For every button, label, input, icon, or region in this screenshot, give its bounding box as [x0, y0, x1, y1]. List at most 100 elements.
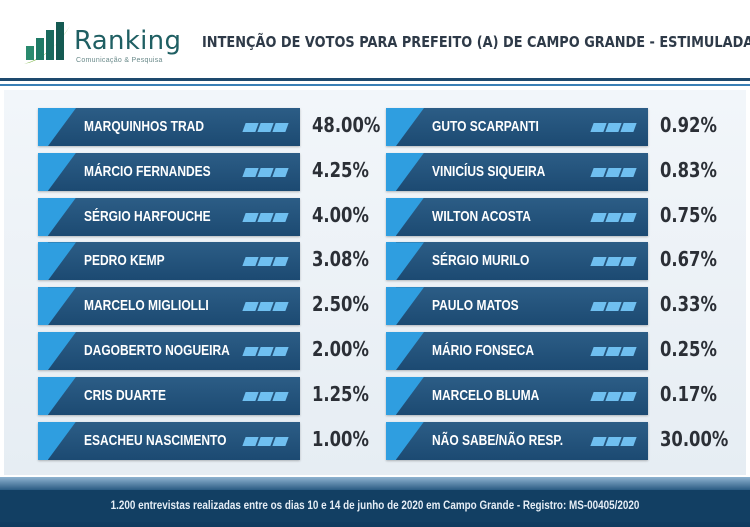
- bar-accent-triangle: [396, 421, 424, 460]
- stripe-mark: [242, 123, 259, 132]
- candidate-bar: PAULO MATOS: [386, 287, 648, 326]
- vote-percentage: 0.17%: [660, 381, 717, 406]
- bar-accent: [38, 152, 48, 191]
- stripe-mark: [242, 347, 259, 356]
- stripe-mark: [257, 167, 274, 177]
- stripes-icon: [242, 167, 290, 177]
- stripe-mark: [620, 347, 637, 356]
- bar-accent-triangle: [396, 242, 424, 281]
- vote-percentage: 2.50%: [312, 292, 369, 317]
- stripe-mark: [620, 212, 637, 222]
- candidate-name: SÉRGIO HARFOUCHE: [84, 207, 211, 225]
- candidate-name: MARQUINHOS TRAD: [84, 118, 204, 135]
- bar-accent: [386, 376, 396, 415]
- bar-accent: [386, 152, 396, 191]
- stripe-mark: [620, 123, 637, 132]
- vote-percentage: 1.25%: [312, 381, 369, 406]
- bar-accent: [386, 108, 396, 146]
- candidate-bar: NÃO SABE/NÃO RESP.: [386, 421, 648, 460]
- candidate-name: CRIS DUARTE: [84, 386, 167, 404]
- stripes-icon: [242, 347, 290, 356]
- stripe-mark: [257, 347, 274, 356]
- stripe-mark: [620, 167, 637, 177]
- vote-percentage: 0.75%: [660, 202, 717, 227]
- results-panel: [4, 90, 746, 475]
- bar-accent-triangle: [396, 376, 424, 415]
- candidate-name: ESACHEU NASCIMENTO: [84, 431, 227, 449]
- candidate-bar: MÁRCIO FERNANDES: [38, 152, 300, 191]
- bar-accent: [38, 287, 48, 326]
- candidate-bar: SÉRGIO HARFOUCHE: [38, 197, 300, 236]
- candidate-name: VINICÍUS SIQUEIRA: [432, 162, 546, 180]
- stripe-mark: [590, 123, 607, 132]
- stripe-mark: [242, 167, 259, 177]
- stripe-mark: [272, 167, 289, 177]
- bar-accent: [386, 421, 396, 460]
- candidate-bar: VINICÍUS SIQUEIRA: [386, 152, 648, 191]
- stripes-icon: [590, 347, 638, 356]
- bar-accent-triangle: [396, 108, 424, 146]
- stripe-mark: [242, 391, 259, 401]
- bar-accent: [386, 197, 396, 236]
- candidate-name: WILTON ACOSTA: [432, 207, 531, 225]
- stripe-mark: [272, 212, 289, 222]
- candidate-name: DAGOBERTO NOGUEIRA: [84, 342, 230, 359]
- stripe-mark: [590, 212, 607, 222]
- candidate-bar: CRIS DUARTE: [38, 376, 300, 415]
- candidate-name: PAULO MATOS: [432, 297, 519, 315]
- logo-tagline: Comunicação & Pesquisa: [76, 57, 163, 64]
- candidate-bar: DAGOBERTO NOGUEIRA: [38, 332, 300, 370]
- candidate-name: MARCELO BLUMA: [432, 386, 540, 404]
- vote-percentage: 4.25%: [312, 157, 369, 182]
- stripe-mark: [605, 391, 622, 401]
- stripe-mark: [620, 391, 637, 401]
- bar-accent-triangle: [48, 287, 76, 326]
- page-title: INTENÇÃO DE VOTOS PARA PREFEITO (A) DE C…: [202, 33, 750, 51]
- vote-percentage: 1.00%: [312, 426, 369, 451]
- stripe-mark: [605, 123, 622, 132]
- stripe-mark: [620, 257, 637, 267]
- vote-percentage: 0.92%: [660, 113, 717, 137]
- stripes-icon: [590, 436, 638, 446]
- logo-name: Ranking: [74, 26, 182, 56]
- candidate-name: NÃO SABE/NÃO RESP.: [432, 431, 564, 449]
- bar-accent-triangle: [48, 242, 76, 281]
- stripe-mark: [257, 212, 274, 222]
- bar-accent-triangle: [396, 332, 424, 370]
- stripes-icon: [242, 391, 290, 401]
- bar-accent: [386, 287, 396, 326]
- candidate-bar: ESACHEU NASCIMENTO: [38, 421, 300, 460]
- candidate-bar: GUTO SCARPANTI: [386, 108, 648, 146]
- stripe-mark: [257, 257, 274, 267]
- vote-percentage: 0.83%: [660, 157, 717, 182]
- candidate-bar: SÉRGIO MURILO: [386, 242, 648, 281]
- stripe-mark: [272, 123, 289, 132]
- bar-accent: [38, 242, 48, 281]
- stripe-mark: [605, 167, 622, 177]
- stripe-mark: [605, 212, 622, 222]
- vote-percentage: 30.00%: [660, 426, 729, 451]
- stripe-mark: [590, 257, 607, 267]
- stripe-mark: [605, 436, 622, 446]
- bar-accent: [38, 197, 48, 236]
- bar-accent: [386, 332, 396, 370]
- vote-percentage: 0.25%: [660, 337, 717, 361]
- candidate-name: PEDRO KEMP: [84, 252, 165, 270]
- stripe-mark: [605, 302, 622, 312]
- bar-accent-triangle: [48, 197, 76, 236]
- stripe-mark: [242, 212, 259, 222]
- stripes-icon: [242, 212, 290, 222]
- bar-accent: [38, 376, 48, 415]
- stripes-icon: [242, 436, 290, 446]
- bar-chart-logo-icon: [24, 22, 70, 64]
- ranking-logo: Ranking Comunicação & Pesquisa: [22, 20, 192, 66]
- vote-percentage: 2.00%: [312, 337, 369, 361]
- bar-accent: [386, 242, 396, 281]
- stripe-mark: [590, 436, 607, 446]
- stripe-mark: [272, 302, 289, 312]
- stripes-icon: [242, 302, 290, 312]
- footer-band: [0, 490, 750, 522]
- stripe-mark: [590, 167, 607, 177]
- vote-percentage: 3.08%: [312, 247, 369, 272]
- vote-percentage: 0.33%: [660, 292, 717, 317]
